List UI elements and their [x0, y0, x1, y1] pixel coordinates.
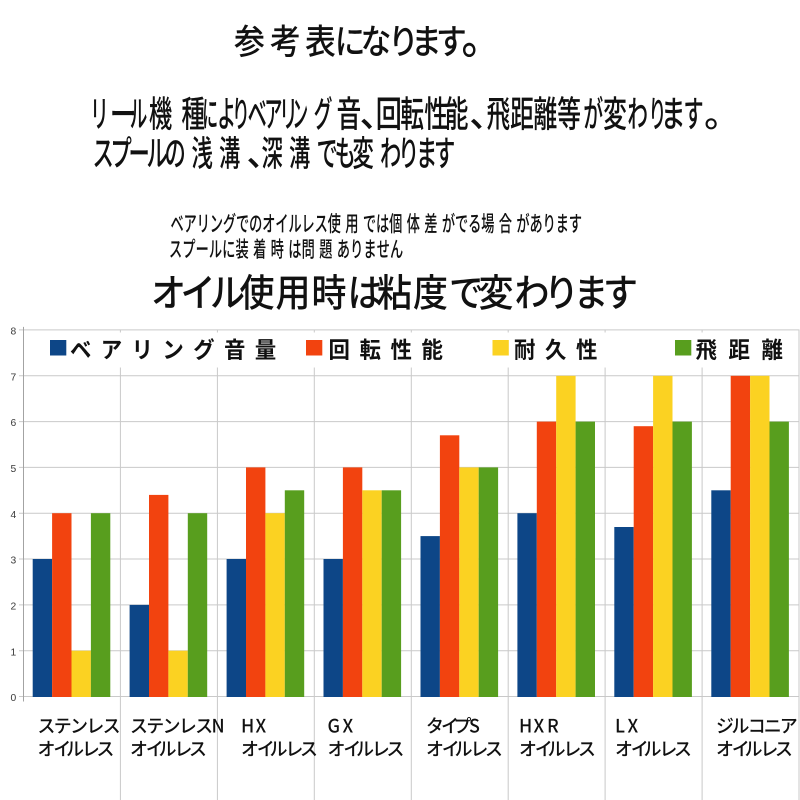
svg-text:1: 1: [10, 647, 16, 658]
svg-text:2: 2: [10, 602, 16, 613]
svg-text:7: 7: [10, 372, 16, 383]
svg-text:0: 0: [10, 693, 16, 704]
svg-text:5: 5: [10, 464, 16, 475]
svg-text:3: 3: [10, 556, 16, 567]
svg-text:8: 8: [10, 327, 16, 338]
svg-text:6: 6: [10, 418, 16, 429]
svg-text:4: 4: [10, 510, 16, 521]
